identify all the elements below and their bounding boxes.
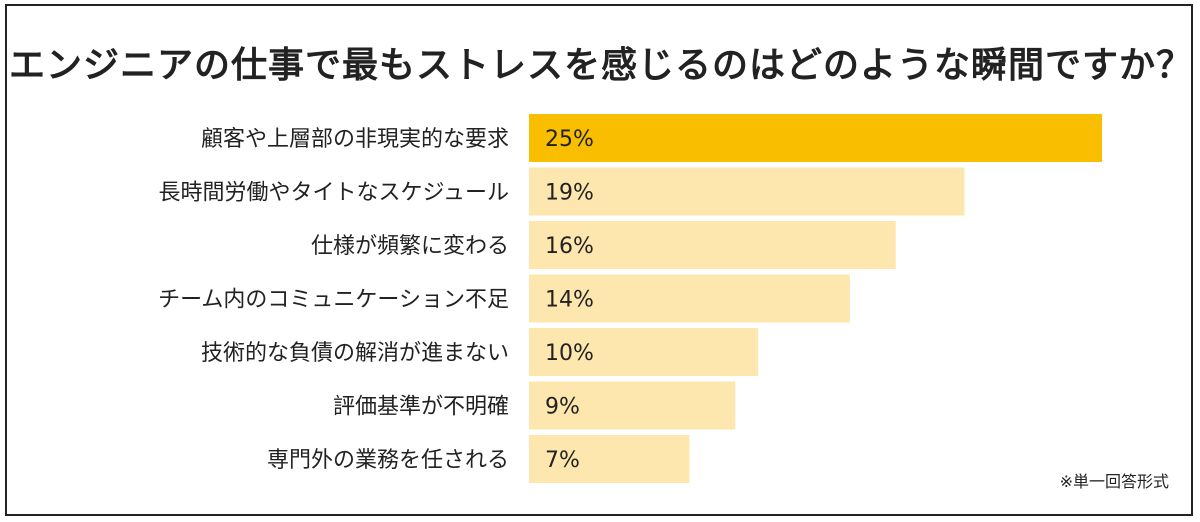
category-label-6: 評価基準が不明確 (333, 395, 509, 420)
category-label-5: 技術的な負債の解消が進まない (201, 341, 509, 366)
bar-chart: 顧客や上層部の非現実的な要求 25% 長時間労働やタイトなスケジュール 19% 仕様が頻… (158, 114, 1102, 483)
bar-2 (529, 167, 965, 216)
category-label-3: 仕様が頻繁に変わる (311, 234, 509, 259)
bar-3 (529, 221, 896, 269)
bar-5 (529, 328, 759, 376)
chart-title: エンジニアの仕事で最もストレスを感じるのはどのような瞬間ですか？ (8, 45, 1193, 86)
chart-frame: エンジニアの仕事で最もストレスを感じるのはどのような瞬間ですか？ 顧客や上層部の… (5, 4, 1193, 516)
value-label-4: 14% (545, 288, 594, 313)
value-label-1: 25% (545, 127, 594, 152)
value-label-3: 16% (545, 234, 594, 259)
bar-7 (529, 435, 690, 483)
category-label-4: チーム内のコミュニケーション不足 (158, 288, 509, 313)
category-label-7: 専門外の業務を任される (267, 448, 509, 473)
category-label-1: 顧客や上層部の非現実的な要求 (201, 127, 509, 152)
bar-1 (529, 114, 1102, 162)
answer-format-note: ※単一回答形式 (1059, 472, 1169, 491)
bar-6 (529, 381, 736, 430)
value-label-2: 19% (545, 181, 594, 206)
category-label-2: 長時間労働やタイトなスケジュール (159, 181, 509, 206)
bar-4 (529, 274, 850, 323)
value-label-5: 10% (545, 341, 594, 366)
value-label-7: 7% (545, 448, 580, 473)
value-label-6: 9% (545, 395, 580, 420)
